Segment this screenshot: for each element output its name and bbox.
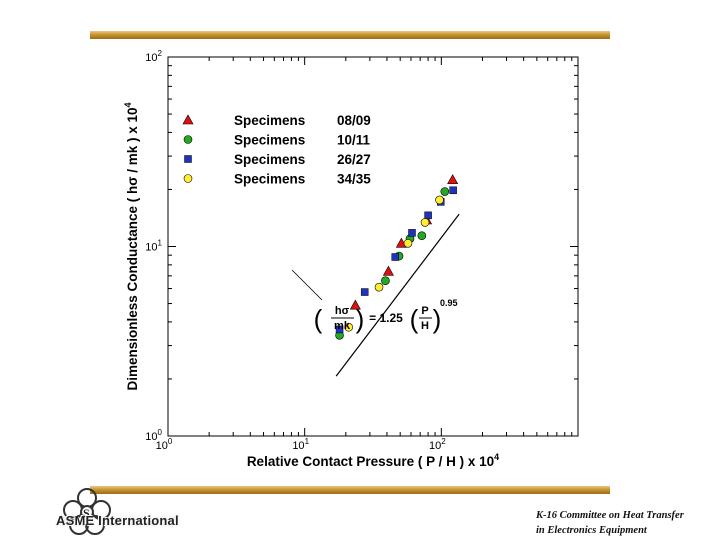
legend-label: Specimens (234, 133, 305, 148)
data-point (391, 253, 399, 261)
committee-line-1: K-16 Committee on Heat Transfer (536, 510, 684, 521)
y-tick-label: 100 (145, 428, 162, 443)
legend-marker (182, 114, 194, 125)
data-point (408, 229, 416, 237)
data-point (381, 276, 390, 285)
data-point (403, 238, 413, 248)
legend-id: 26/27 (337, 152, 371, 167)
legend-label: Specimens (234, 152, 305, 167)
data-point (335, 325, 344, 334)
bottom-rule (90, 486, 610, 494)
committee-label: K-16 Committee on Heat Transfer in Elect… (536, 508, 684, 538)
data-point (417, 231, 427, 241)
legend-id: 34/35 (337, 172, 371, 187)
x-tick-label: 101 (292, 437, 309, 452)
equation-middle: = 1.25 (369, 311, 403, 325)
data-point (349, 299, 361, 310)
asme-logo-icon: S (63, 488, 111, 535)
data-point (382, 265, 394, 276)
legend-marker (184, 155, 192, 163)
fit-line (335, 213, 460, 377)
data-point (374, 282, 384, 292)
y-tick-label: 102 (145, 49, 162, 64)
legend-marker (183, 135, 193, 144)
y-tick-label: 101 (145, 239, 162, 254)
data-points (335, 174, 459, 340)
legend: Specimens 08/09 Specimens 10/11 Specimens 26/… (182, 113, 371, 187)
equation-lhs-num: hσ (335, 305, 350, 317)
equation-leader (291, 269, 323, 301)
data-point (435, 195, 444, 205)
data-point (360, 288, 369, 296)
svg-text:S: S (83, 506, 90, 520)
x-tick-label: 102 (429, 437, 446, 452)
plot-axes (167, 56, 579, 437)
equation-paren-close: ) (356, 304, 365, 334)
legend-id: 10/11 (337, 133, 371, 148)
committee-line-2: in Electronics Equipment (536, 525, 647, 536)
x-axis-label: Relative Contact Pressure ( P / H ) x 10… (247, 452, 499, 469)
equation-rhs-den: H (421, 320, 429, 332)
legend-label: Specimens (234, 172, 305, 187)
data-point (447, 174, 459, 185)
equation-exponent: 0.95 (440, 298, 458, 308)
equation-paren-open: ( (314, 304, 323, 334)
x-tick-label: 100 (156, 437, 173, 452)
equation-rhs-num: P (421, 305, 428, 317)
org-name: ASME International (56, 513, 179, 528)
data-point (420, 218, 430, 227)
data-point (440, 187, 450, 196)
equation-rhs-paren-open: ( (410, 304, 419, 334)
fit-line-group (335, 213, 460, 377)
data-point (424, 211, 432, 220)
plot-frame (167, 56, 579, 437)
legend-marker (183, 174, 193, 183)
equation-lhs-den: mk (334, 320, 351, 332)
legend-label: Specimens (234, 113, 305, 128)
top-rule (90, 31, 610, 39)
equation-rhs-paren-close: ) (433, 304, 442, 334)
legend-id: 08/09 (337, 113, 371, 128)
data-point (449, 186, 457, 195)
y-axis-label: Dimensionless Conductance ( hσ / mk ) x … (123, 102, 140, 390)
data-point (344, 322, 354, 332)
